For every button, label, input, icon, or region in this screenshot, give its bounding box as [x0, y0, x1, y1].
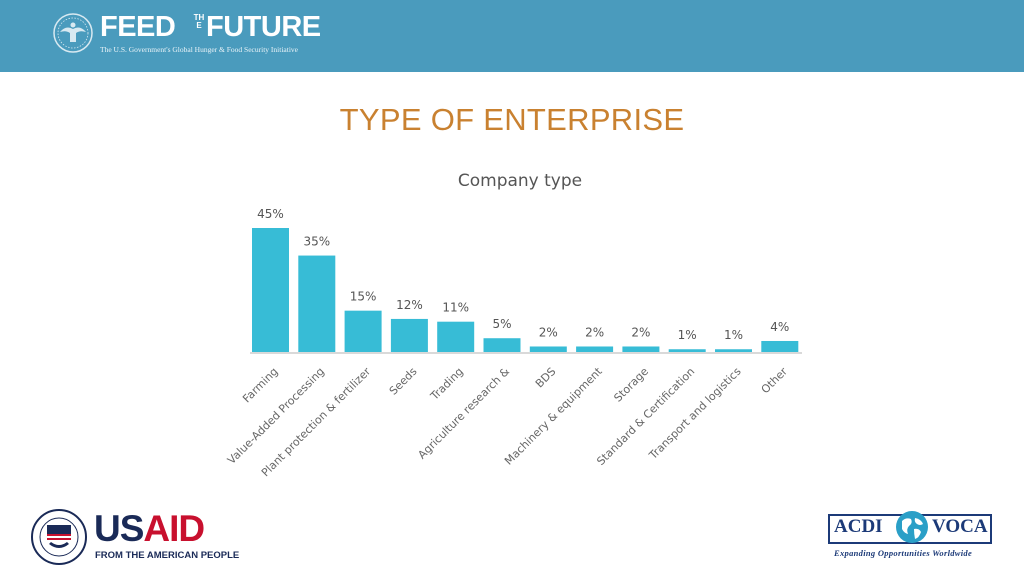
acdi-voca-tagline: Expanding Opportunities Worldwide: [834, 548, 973, 558]
category-label-8: Machinery & equipment: [502, 364, 605, 467]
usaid-wordmark: USAID: [94, 508, 205, 549]
bar-10: [668, 349, 706, 352]
bar-2: [298, 255, 336, 352]
value-labels-layer: 45% 35% 15% 12% 11% 5% 2% 2% 2% 1% 1% 4%: [257, 207, 789, 342]
logo-the-text: THE: [193, 13, 205, 30]
bar-8: [576, 346, 614, 352]
bar-6: [483, 338, 521, 352]
header-band: FEED THE FUTURE The U.S. Government's Gl…: [0, 0, 1024, 72]
usaid-tagline: FROM THE AMERICAN PEOPLE: [95, 550, 240, 561]
chart-title: Company type: [458, 171, 582, 191]
usaid-logo: USAID FROM THE AMERICAN PEOPLE: [30, 506, 240, 570]
bar-3: [344, 310, 382, 352]
bar-12: [761, 340, 799, 352]
value-label-7: 2%: [539, 325, 558, 339]
value-label-5: 11%: [442, 301, 469, 315]
usaid-seal-icon: [31, 509, 87, 565]
logo-feed-text: FEED: [100, 11, 176, 43]
category-label-4: Seeds: [387, 365, 420, 398]
value-label-8: 2%: [585, 325, 604, 339]
category-label-2: Value-Added Processing: [225, 365, 327, 467]
value-label-12: 4%: [770, 320, 789, 334]
acdi-voca-logo: ACDI VOCA Expanding Opportunities Worldw…: [826, 511, 996, 562]
bar-7: [529, 346, 567, 352]
bar-11: [715, 349, 752, 352]
category-label-7: BDS: [533, 365, 558, 390]
value-label-6: 5%: [492, 317, 511, 331]
category-label-9: Storage: [611, 365, 651, 405]
value-label-3: 15%: [350, 290, 377, 304]
usaid-us-part: US: [94, 508, 144, 549]
company-type-bar-chart: Company type 45% 35% 15% 12% 11% 5% 2% 2% 2% 1% 1%…: [225, 171, 802, 479]
logo-tagline: The U.S. Government's Global Hunger & Fo…: [100, 45, 298, 54]
value-label-2: 35%: [303, 235, 330, 249]
category-label-1: Farming: [240, 365, 280, 405]
bar-9: [622, 346, 660, 352]
category-label-5: Trading: [427, 365, 465, 403]
globe-icon: [896, 511, 928, 543]
us-government-seal-icon: [53, 13, 93, 53]
bars-layer: [252, 228, 799, 352]
value-label-11: 1%: [724, 328, 743, 342]
category-label-12: Other: [759, 365, 791, 397]
value-label-9: 2%: [631, 325, 650, 339]
bar-1: [252, 228, 289, 352]
logo-future-text: FUTURE: [206, 11, 321, 43]
category-label-6: Agriculture research &: [415, 365, 512, 462]
value-label-1: 45%: [257, 207, 284, 221]
value-label-4: 12%: [396, 298, 423, 312]
slide-title: TYPE OF ENTERPRISE: [339, 102, 685, 137]
bar-4: [390, 318, 428, 352]
bar-5: [437, 321, 475, 352]
acdi-text: ACDI: [834, 516, 883, 537]
usaid-aid-part: AID: [143, 508, 205, 549]
category-label-11: Transport and logistics: [646, 365, 744, 463]
voca-text: VOCA: [932, 516, 988, 537]
feed-the-future-logo: FEED THE FUTURE The U.S. Government's Gl…: [52, 10, 322, 62]
value-label-10: 1%: [678, 328, 697, 342]
